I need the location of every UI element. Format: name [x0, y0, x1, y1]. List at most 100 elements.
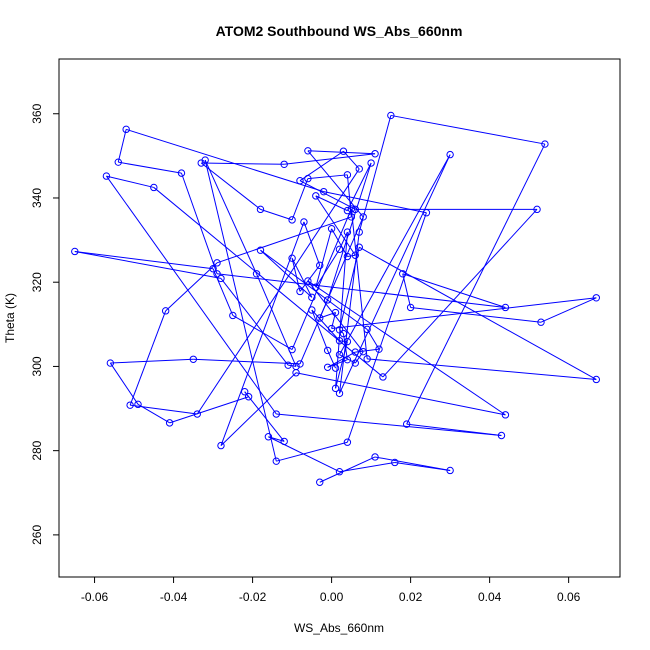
- data-point: [363, 325, 371, 334]
- data-point: [335, 245, 344, 254]
- series-segment: [402, 273, 506, 308]
- data-point: [122, 125, 130, 134]
- series-segment: [130, 404, 198, 415]
- data-point: [304, 174, 312, 183]
- series-segment: [315, 228, 333, 288]
- series-segment: [106, 175, 277, 415]
- series-segment: [343, 150, 360, 170]
- data-point: [229, 311, 237, 320]
- data-point: [331, 384, 340, 393]
- y-tick-label: 280: [30, 440, 44, 460]
- y-tick-label: 340: [30, 188, 44, 208]
- data-point: [343, 438, 352, 446]
- x-axis-label: WS_Abs_660nm: [294, 621, 384, 635]
- series-segment: [284, 153, 376, 165]
- series-segment: [331, 297, 597, 330]
- series-segment: [342, 333, 348, 360]
- data-point: [106, 359, 115, 367]
- series-segment: [74, 250, 214, 270]
- x-tick-label: -0.06: [81, 590, 109, 604]
- data-point: [359, 347, 367, 356]
- data-point: [316, 261, 324, 270]
- series-segment: [129, 310, 167, 406]
- y-axis: 260 280 300 320 340 360: [30, 103, 59, 545]
- y-tick-label: 300: [30, 356, 44, 376]
- data-point: [355, 228, 363, 236]
- data-point: [217, 274, 225, 283]
- data-point: [300, 218, 308, 226]
- series-segment: [366, 329, 380, 350]
- data-point: [422, 209, 431, 217]
- data-point: [363, 355, 371, 363]
- series-segment: [74, 250, 222, 279]
- data-point: [304, 277, 312, 285]
- series-segment: [216, 216, 352, 264]
- data-point: [312, 283, 320, 291]
- series-segment: [315, 249, 340, 288]
- data-point: [292, 362, 300, 371]
- data-point: [402, 420, 411, 428]
- data-point: [335, 389, 344, 398]
- data-point: [399, 270, 407, 278]
- series-segment: [165, 262, 218, 312]
- data-point: [316, 478, 324, 486]
- series-segment: [276, 441, 348, 462]
- data-point: [343, 337, 352, 346]
- series-segment: [347, 254, 356, 258]
- series-points: [71, 111, 600, 486]
- series-line: [74, 114, 597, 483]
- data-point: [217, 441, 225, 450]
- data-point: [284, 361, 292, 369]
- series-segment: [339, 340, 348, 343]
- series-segment: [307, 280, 506, 416]
- data-point: [296, 177, 304, 185]
- y-tick-label: 360: [30, 103, 44, 123]
- data-point: [335, 326, 344, 334]
- series-segment: [291, 257, 313, 298]
- data-point: [355, 243, 363, 251]
- series-segment: [355, 348, 380, 353]
- series-segment: [204, 159, 257, 274]
- series-segment: [390, 114, 546, 145]
- series-segment: [331, 228, 348, 257]
- data-point: [201, 156, 209, 164]
- data-point: [288, 216, 296, 224]
- data-point: [343, 355, 352, 364]
- x-tick-label: 0.00: [320, 590, 344, 604]
- series-segment: [315, 195, 348, 212]
- data-point: [319, 187, 328, 196]
- series-segment: [181, 172, 218, 274]
- data-point: [296, 360, 304, 368]
- data-point: [371, 453, 379, 461]
- data-point: [537, 318, 545, 326]
- series-segment: [110, 358, 194, 364]
- data-point: [351, 348, 360, 356]
- series-segment: [315, 195, 356, 256]
- series-segment: [137, 403, 170, 424]
- data-point: [312, 192, 320, 200]
- series-segment: [200, 162, 261, 210]
- data-point: [351, 205, 360, 214]
- data-point: [280, 437, 288, 446]
- series-segment: [220, 372, 297, 446]
- data-point: [161, 307, 170, 315]
- data-point: [327, 225, 336, 233]
- data-point: [592, 375, 600, 384]
- series-segment: [106, 175, 154, 188]
- data-point: [343, 252, 352, 261]
- data-point: [335, 350, 344, 359]
- series-segment: [311, 309, 340, 342]
- data-point: [213, 259, 221, 267]
- data-point: [335, 468, 344, 476]
- series-segment: [323, 191, 427, 214]
- series-segment: [311, 309, 329, 351]
- series-segment: [204, 159, 277, 462]
- data-point: [308, 306, 316, 314]
- data-point: [296, 287, 304, 296]
- data-point: [323, 346, 332, 355]
- data-point: [177, 169, 186, 177]
- data-point: [272, 457, 280, 465]
- data-point: [541, 140, 549, 148]
- series-segment: [335, 232, 348, 389]
